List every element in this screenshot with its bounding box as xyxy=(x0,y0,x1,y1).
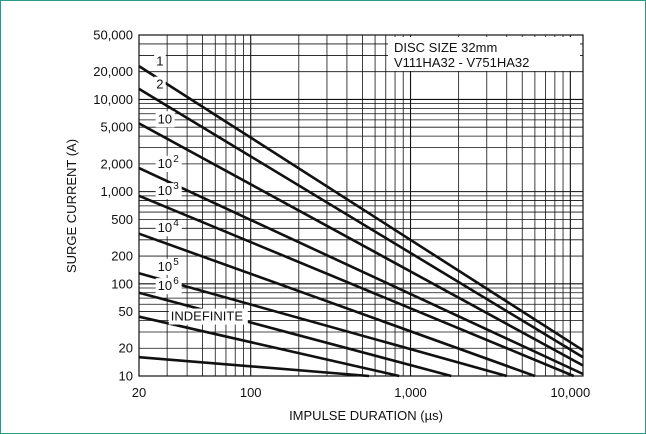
y-tick-label: 100 xyxy=(111,276,133,291)
curve-label-3: 10 xyxy=(158,156,172,171)
y-tick-label: 10,000 xyxy=(93,92,133,107)
y-tick-label: 1,000 xyxy=(100,184,133,199)
x-axis-title: IMPULSE DURATION (µs) xyxy=(289,408,443,423)
series-line-3 xyxy=(138,166,584,376)
y-tick-label: 20 xyxy=(119,341,133,356)
curve-label-exp-6: 5 xyxy=(173,257,179,268)
curve-label-exp-7: 6 xyxy=(173,276,179,287)
curve-label-bg-6 xyxy=(155,258,182,275)
curve-label-exp-3: 2 xyxy=(173,154,179,165)
y-tick-label: 50 xyxy=(119,304,133,319)
y-tick-label: 500 xyxy=(111,212,133,227)
series-line-8 xyxy=(138,315,400,378)
curve-label-2: 10 xyxy=(158,111,172,126)
curve-label-bg-5 xyxy=(155,220,182,237)
y-tick-label: 5,000 xyxy=(100,120,133,135)
series-line-5 xyxy=(138,232,536,378)
series-lines xyxy=(138,65,584,378)
series-line-1 xyxy=(138,87,584,359)
series-line-2 xyxy=(138,122,584,367)
series-line-6 xyxy=(138,272,508,378)
curve-label-6: 10 xyxy=(158,259,172,274)
annotation-line-1: DISC SIZE 32mm xyxy=(394,40,497,55)
curve-label-bg-8 xyxy=(168,308,248,325)
y-axis-title: SURGE CURRENT (A) xyxy=(64,139,79,273)
curve-label-bg-1 xyxy=(154,76,166,93)
curve-label-bg-7 xyxy=(155,278,182,295)
curve-label-exp-4: 3 xyxy=(173,181,179,192)
curve-label-4: 10 xyxy=(158,183,172,198)
annotation-line-2: V111HA32 - V751HA32 xyxy=(394,55,529,70)
x-tick-label: 10,000 xyxy=(550,385,590,400)
curve-label-5: 10 xyxy=(158,220,172,235)
series-line-9 xyxy=(138,355,370,378)
y-tick-label: 2,000 xyxy=(100,156,133,171)
series-line-4 xyxy=(138,194,575,378)
series-line-7 xyxy=(138,291,452,378)
curve-label-8: INDEFINITE xyxy=(171,309,244,324)
y-tick-label: 200 xyxy=(111,249,133,264)
tick-labels: 20 100 1,000 10,000 50,000 20,000 10,000 5,000 2… xyxy=(93,28,590,401)
y-tick-label: 20,000 xyxy=(93,64,133,79)
y-tick-label: 50,000 xyxy=(93,28,133,43)
curve-label-7: 10 xyxy=(158,278,172,293)
curve-label-1: 2 xyxy=(156,77,163,92)
curve-label-bg-4 xyxy=(155,183,182,200)
x-tick-label: 100 xyxy=(240,385,262,400)
curve-label-bg-2 xyxy=(155,111,175,128)
plot-background xyxy=(139,35,583,376)
x-tick-label: 20 xyxy=(132,385,146,400)
curve-label-bg-3 xyxy=(155,155,182,172)
curve-label-0: 1 xyxy=(156,53,163,68)
plot-border xyxy=(138,34,584,377)
series-line-0 xyxy=(138,65,584,352)
x-tick-label: 1,000 xyxy=(394,385,427,400)
curve-label-exp-5: 4 xyxy=(173,218,179,229)
y-tick-label: 10 xyxy=(119,369,133,384)
curve-label-bg-0 xyxy=(154,53,166,70)
annotation-box xyxy=(388,37,580,71)
